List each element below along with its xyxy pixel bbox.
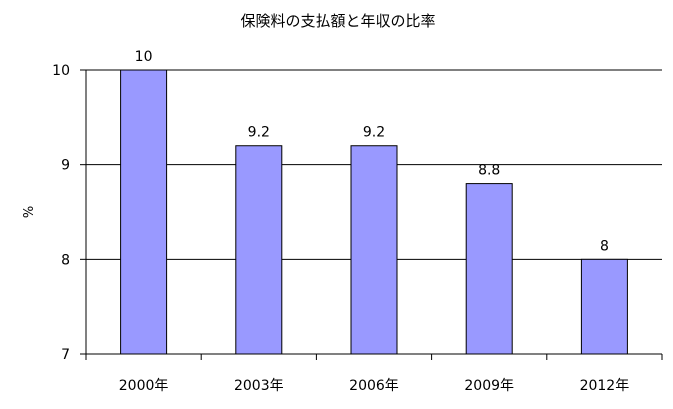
y-tick-label: 8 (61, 252, 70, 268)
x-tick-label: 2000年 (119, 378, 169, 394)
bar (350, 145, 398, 355)
x-tick-label: 2012年 (580, 378, 630, 394)
data-label: 9.2 (363, 125, 385, 141)
bar (235, 145, 283, 355)
x-tick-label: 2003年 (234, 378, 284, 394)
x-tick-label: 2006年 (349, 378, 399, 394)
x-tick-label: 2009年 (464, 378, 514, 394)
axes (80, 69, 663, 360)
y-tick-label: 10 (52, 63, 70, 79)
bar-series (120, 69, 628, 355)
data-label: 10 (135, 49, 153, 65)
chart-title: 保険料の支払額と年収の比率 (240, 12, 435, 30)
y-tick-label: 9 (61, 158, 70, 174)
bar (580, 258, 628, 355)
bar (120, 69, 168, 355)
data-label: 8.8 (478, 163, 500, 179)
y-tick-label: 7 (61, 347, 70, 363)
data-label: 8 (600, 238, 609, 254)
bar (465, 183, 513, 355)
y-axis-title: % (22, 206, 37, 218)
labels: 7 8 9 10 10 2000年 9.2 2003年 9.2 2006年 8.8 2009年 8 201… (52, 49, 629, 394)
data-label: 9.2 (248, 125, 270, 141)
